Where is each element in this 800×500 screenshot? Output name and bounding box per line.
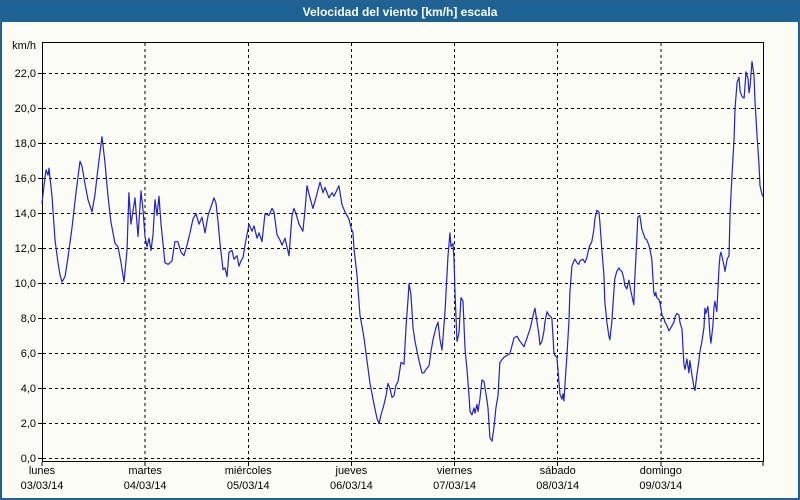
x-day-label: martes xyxy=(128,465,162,477)
x-day-label: jueves xyxy=(335,465,368,477)
x-day-label: miércoles xyxy=(224,465,272,477)
x-date-label: 04/03/14 xyxy=(123,480,167,492)
y-axis-unit-label: km/h xyxy=(12,40,36,52)
x-date-label: 06/03/14 xyxy=(329,480,373,492)
y-tick-label: 14,0 xyxy=(14,207,36,220)
x-day-label: viernes xyxy=(436,465,473,477)
title-bar: Velocidad del viento [km/h] escala xyxy=(2,2,798,22)
y-tick-label: 22,0 xyxy=(14,67,36,80)
x-date-label: 08/03/14 xyxy=(536,480,580,492)
y-tick-label: 4,0 xyxy=(20,382,36,395)
y-tick-label: 18,0 xyxy=(14,137,36,150)
x-date-label: 07/03/14 xyxy=(433,480,476,492)
x-day-label: lunes xyxy=(28,465,56,477)
x-axis-category: sábado 08/03/14 xyxy=(508,464,608,494)
chart-area: km/h 0,0 2,0 4,0 6,0 8,0 10,0 12,0 14,0 16,0 18,0… xyxy=(2,22,798,498)
x-date-label: 05/03/14 xyxy=(226,480,270,492)
x-day-label: sábado xyxy=(539,465,576,477)
x-axis-category: jueves 06/03/14 xyxy=(301,464,401,494)
y-tick-label: 12,0 xyxy=(14,242,36,255)
y-tick-label: 16,0 xyxy=(14,172,36,185)
y-tick-label: 10,0 xyxy=(14,277,36,290)
window-title: Velocidad del viento [km/h] escala xyxy=(302,5,498,19)
x-axis-category: viernes 07/03/14 xyxy=(405,464,505,494)
y-tick-label: 6,0 xyxy=(20,347,36,360)
x-date-label: 09/03/14 xyxy=(639,480,683,492)
wind-speed-chart xyxy=(38,42,764,466)
x-axis-category: lunes 03/03/14 xyxy=(2,464,92,494)
x-axis-category: miércoles 05/03/14 xyxy=(198,464,298,494)
y-tick-label: 2,0 xyxy=(20,417,36,430)
x-date-label: 03/03/14 xyxy=(20,480,64,492)
x-axis-category: domingo 09/03/14 xyxy=(611,464,711,494)
x-axis-category: martes 04/03/14 xyxy=(95,464,195,494)
y-tick-label: 0,0 xyxy=(20,452,36,465)
y-tick-label: 20,0 xyxy=(14,102,36,115)
y-tick-label: 8,0 xyxy=(20,312,36,325)
x-day-label: domingo xyxy=(639,465,682,477)
